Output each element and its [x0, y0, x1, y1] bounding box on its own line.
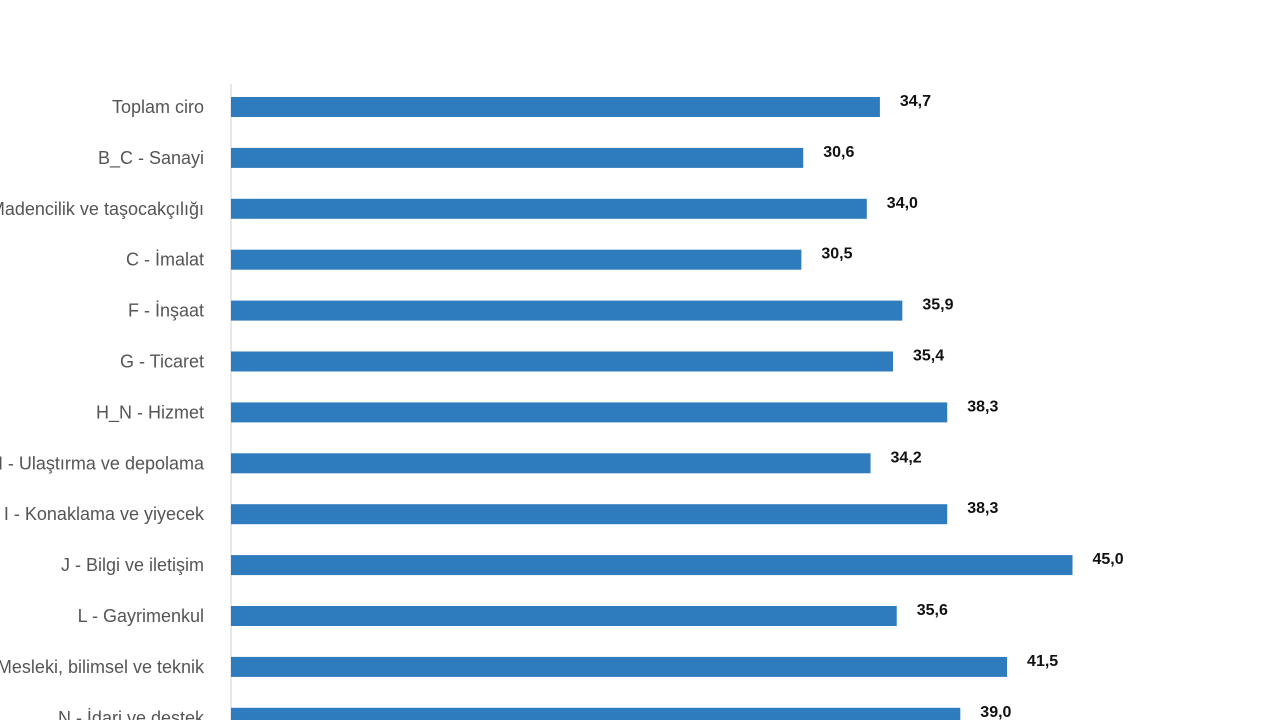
bars-group: [231, 97, 1073, 720]
category-label-1: B_C - Sanayi: [98, 148, 204, 169]
value-label-10: 35,6: [917, 602, 948, 619]
value-labels: 34,7 30,6 34,0 30,5 35,9 35,4 38,3 34,2 38,3 45,0…: [821, 93, 1123, 720]
value-label-6: 38,3: [967, 398, 998, 415]
value-label-3: 30,5: [821, 246, 852, 263]
category-label-5: G - Ticaret: [120, 352, 204, 372]
bar-10: [231, 606, 897, 626]
category-labels: Toplam ciro B_C - Sanayi B - Madencilik ve…: [0, 97, 205, 720]
bar-0: [231, 97, 880, 117]
bar-5: [231, 351, 893, 372]
bar-12: [231, 707, 961, 720]
category-label-3: C - İmalat: [126, 250, 204, 270]
category-label-2: B - Madencilik ve taşocakçılığı: [0, 199, 204, 219]
value-label-9: 45,0: [1093, 551, 1124, 568]
category-label-9: J - Bilgi ve iletişim: [61, 555, 204, 575]
value-label-2: 34,0: [887, 195, 918, 212]
category-label-0: Toplam ciro: [112, 97, 204, 117]
value-label-8: 38,3: [967, 500, 998, 517]
bar-8: [231, 504, 948, 525]
bar-2: [231, 198, 867, 219]
value-label-7: 34,2: [891, 449, 922, 466]
bar-3: [231, 249, 802, 270]
bar-1: [231, 147, 804, 168]
value-label-5: 35,4: [913, 348, 944, 365]
category-label-12: N - İdari ve destek: [58, 708, 205, 720]
value-label-4: 35,9: [922, 297, 953, 314]
bar-7: [231, 453, 871, 474]
bar-9: [231, 555, 1073, 576]
category-label-10: L - Gayrimenkul: [78, 606, 204, 626]
bar-4: [231, 300, 903, 321]
category-label-7: H - Ulaştırma ve depolama: [0, 453, 205, 473]
value-label-12: 39,0: [980, 704, 1011, 720]
category-label-6: H_N - Hizmet: [96, 402, 204, 423]
value-label-0: 34,7: [900, 93, 931, 110]
category-label-11: M - Mesleki, bilimsel ve teknik: [0, 657, 205, 677]
value-label-1: 30,6: [823, 144, 854, 161]
category-label-8: I - Konaklama ve yiyecek: [4, 504, 205, 524]
value-label-11: 41,5: [1027, 653, 1058, 670]
bar-6: [231, 402, 948, 423]
bar-11: [231, 656, 1008, 677]
category-label-4: F - İnşaat: [128, 301, 204, 321]
